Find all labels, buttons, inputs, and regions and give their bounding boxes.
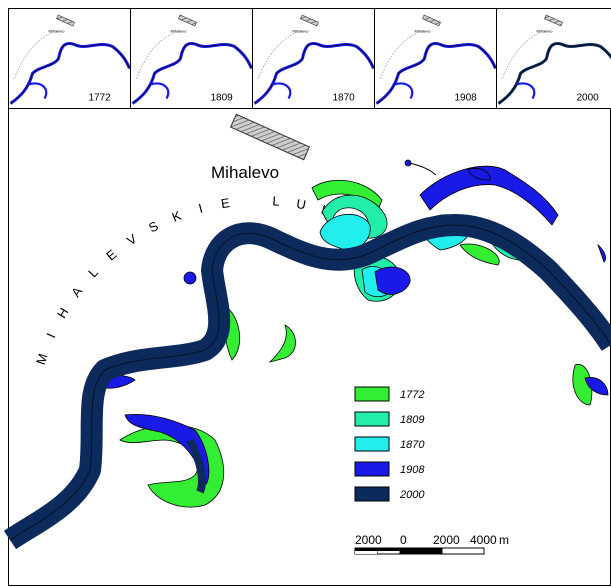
town-label: Mihalevo bbox=[211, 163, 279, 182]
channel-1908-thread bbox=[409, 162, 437, 176]
legend-item-1809: 1809 bbox=[354, 411, 424, 427]
region-letter: L bbox=[272, 193, 280, 208]
region-letter: M bbox=[33, 352, 51, 367]
region-letter: E bbox=[220, 195, 231, 211]
thumbnail-year-label: 1908 bbox=[455, 93, 478, 104]
legend-label: 1870 bbox=[400, 439, 425, 451]
thumbnail-year-label: 1809 bbox=[211, 93, 234, 104]
legend-item-2000: 2000 bbox=[354, 486, 425, 502]
scale-tick-label: 0 bbox=[400, 533, 407, 547]
scale-segment bbox=[441, 547, 485, 555]
scale-unit-label: m bbox=[499, 533, 509, 547]
legend-label: 1908 bbox=[400, 464, 425, 476]
legend-item-1772: 1772 bbox=[354, 386, 424, 402]
legend-swatch bbox=[354, 386, 390, 402]
scale-tick-label: 2000 bbox=[355, 533, 382, 547]
thumbnail-row: Mihalevo1772Mihalevo1809Mihalevo1870Miha… bbox=[8, 8, 611, 109]
thumbnail-town-label: Mihalevo bbox=[171, 29, 188, 34]
region-letter: I bbox=[197, 201, 204, 216]
region-letter: I bbox=[43, 331, 58, 340]
legend-swatch bbox=[354, 461, 390, 477]
region-letter: U bbox=[295, 196, 307, 212]
legend-swatch bbox=[354, 411, 390, 427]
thumbnail-year-label: 1772 bbox=[89, 93, 112, 104]
legend-swatch bbox=[354, 436, 390, 452]
thumbnail-town-label: Mihalevo bbox=[293, 29, 310, 34]
thumbnail-year-label: 2000 bbox=[577, 93, 600, 104]
town-symbol bbox=[229, 113, 311, 161]
thumbnail-town-label: Mihalevo bbox=[537, 29, 554, 34]
legend-label: 2000 bbox=[399, 489, 425, 501]
legend-label: 1772 bbox=[400, 389, 424, 401]
thumbnail-1809: Mihalevo 1809 bbox=[130, 8, 253, 109]
thumbnail-2000: Mihalevo 2000 bbox=[496, 8, 611, 109]
scale-tick-label: 2000 bbox=[433, 533, 460, 547]
scale-tick-label: 4000 bbox=[470, 533, 497, 547]
thumbnail-1908: Mihalevo 1908 bbox=[374, 8, 497, 109]
legend-swatch bbox=[354, 486, 390, 502]
channel-2000-outline bbox=[9, 224, 611, 541]
legend-item-1870: 1870 bbox=[354, 436, 425, 452]
thumbnail-1772: Mihalevo 1772 bbox=[8, 8, 131, 109]
thumbnail-town-label: Mihalevo bbox=[415, 29, 432, 34]
legend-item-1908: 1908 bbox=[354, 461, 425, 477]
scale-bar: 2000 0 2000 4000 m bbox=[354, 533, 509, 555]
channel-2000-bend bbox=[186, 438, 206, 494]
legend-label: 1809 bbox=[400, 414, 424, 426]
main-map: Mihalevo MIHALEVSKIELUKI bbox=[3, 113, 611, 555]
thumbnail-year-label: 1870 bbox=[333, 93, 356, 104]
thumbnail-town-label: Mihalevo bbox=[49, 29, 66, 34]
legend: 1772 1809 1870 1908 2000 bbox=[354, 386, 425, 502]
scale-segment bbox=[399, 547, 443, 555]
thumbnail-1870: Mihalevo 1870 bbox=[252, 8, 375, 109]
